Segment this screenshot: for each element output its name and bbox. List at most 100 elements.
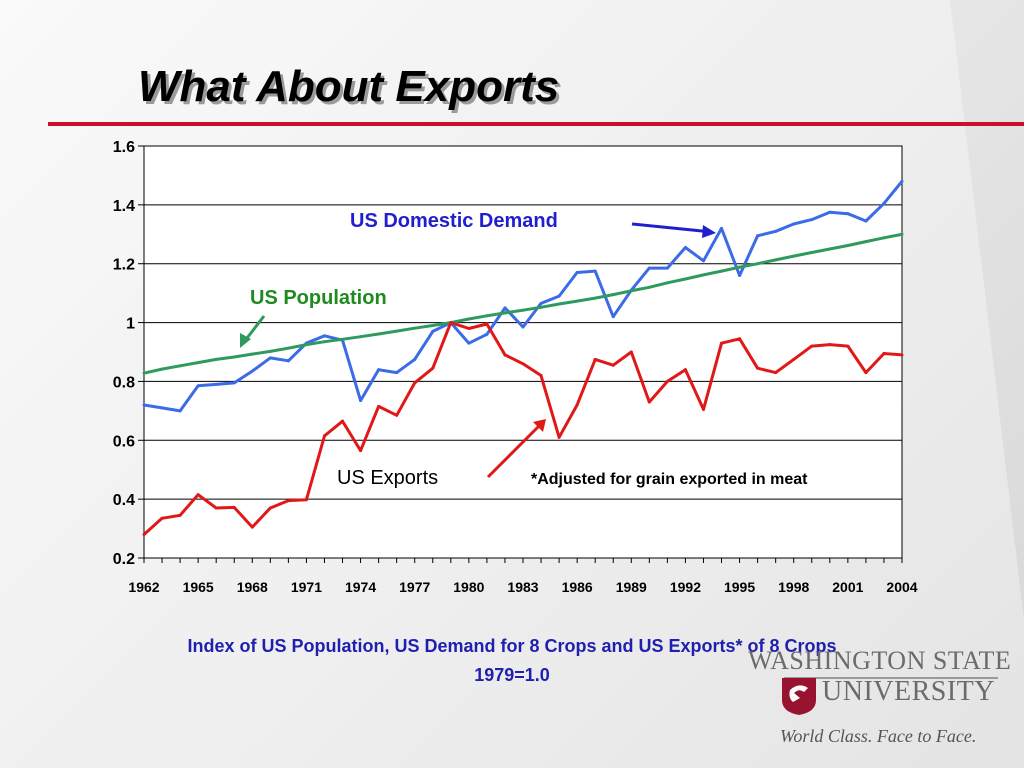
data-point-exports (304, 498, 308, 502)
data-point-exports (593, 357, 597, 361)
data-point-population (160, 367, 164, 371)
data-point-domestic (810, 218, 814, 222)
annotation-exports: US Exports (337, 467, 438, 489)
data-point-exports (611, 363, 615, 367)
data-point-exports (485, 322, 489, 326)
data-point-exports (178, 513, 182, 517)
data-point-exports (341, 419, 345, 423)
data-point-exports (647, 400, 651, 404)
data-point-domestic (756, 234, 760, 238)
data-point-domestic (774, 229, 778, 233)
x-axis-ticks: 1962 1965 1968 1971 1974 1977 1980 1983 1986 1989… (128, 558, 918, 595)
data-point-exports (575, 403, 579, 407)
x-tick-label: 1971 (291, 579, 322, 595)
data-point-domestic (160, 406, 164, 410)
y-tick-label: 0.4 (113, 492, 135, 509)
data-point-domestic (395, 371, 399, 375)
data-point-exports (900, 353, 904, 357)
y-tick-label: 1.2 (113, 257, 135, 274)
y-tick-label: 0.8 (113, 374, 135, 391)
data-point-domestic (250, 369, 254, 373)
x-tick-label: 1968 (237, 579, 268, 595)
data-point-exports (142, 532, 146, 536)
data-point-population (268, 349, 272, 353)
x-tick-label: 1995 (724, 579, 755, 595)
data-point-population (900, 232, 904, 236)
data-point-population (413, 326, 417, 330)
data-point-domestic (738, 273, 742, 277)
data-point-exports (738, 337, 742, 341)
data-point-population (882, 236, 886, 240)
data-point-population (665, 281, 669, 285)
data-point-population (359, 335, 363, 339)
data-point-exports (431, 366, 435, 370)
data-point-exports (467, 326, 471, 330)
data-point-population (557, 302, 561, 306)
logo-university: UNIVERSITY (822, 676, 995, 707)
data-point-population (774, 258, 778, 262)
data-point-population (467, 317, 471, 321)
arrow-domestic (631, 222, 713, 234)
arrowhead-population (240, 333, 251, 348)
data-point-domestic (701, 259, 705, 263)
data-point-domestic (882, 201, 886, 205)
data-point-population (322, 340, 326, 344)
x-tick-label: 1992 (670, 579, 701, 595)
y-tick-label: 1.6 (113, 139, 135, 156)
annotation-domestic: US Domestic Demand (350, 210, 558, 232)
data-point-domestic (431, 329, 435, 333)
cougar-seal-icon (782, 678, 816, 715)
annotation-population: US Population (250, 287, 387, 309)
x-tick-label: 1983 (507, 579, 538, 595)
data-point-population (286, 346, 290, 350)
y-tick-label: 1 (126, 316, 135, 333)
data-point-domestic (359, 399, 363, 403)
title-rule (48, 122, 1024, 126)
data-point-domestic (377, 368, 381, 372)
x-tick-label: 1965 (183, 579, 214, 595)
data-point-population (214, 357, 218, 361)
data-point-domestic (178, 409, 182, 413)
data-point-domestic (521, 325, 525, 329)
data-point-population (683, 277, 687, 281)
data-point-domestic (611, 315, 615, 319)
y-axis-ticks: 0.2 0.4 0.6 0.8 1 1.2 1.4 1.6 (113, 139, 144, 568)
data-point-population (539, 305, 543, 309)
arrow-exports (486, 422, 543, 479)
data-point-population (629, 289, 633, 293)
data-point-domestic (268, 356, 272, 360)
data-point-domestic (286, 359, 290, 363)
data-point-exports (196, 493, 200, 497)
data-point-population (395, 329, 399, 333)
data-point-exports (250, 525, 254, 529)
data-point-domestic (142, 403, 146, 407)
arrowhead-domestic (702, 225, 716, 238)
data-point-domestic (322, 334, 326, 338)
data-point-population (178, 364, 182, 368)
data-point-exports (539, 374, 543, 378)
data-point-exports (720, 341, 724, 345)
data-point-exports (503, 353, 507, 357)
data-point-population (810, 251, 814, 255)
data-point-exports (882, 351, 886, 355)
data-point-domestic (720, 226, 724, 230)
data-point-domestic (575, 271, 579, 275)
series-points-exports (142, 321, 904, 536)
data-point-population (196, 361, 200, 365)
data-point-domestic (232, 381, 236, 385)
data-point-population (701, 273, 705, 277)
data-point-population (250, 352, 254, 356)
chart-caption-line2: 1979=1.0 (474, 665, 550, 685)
data-point-domestic (214, 382, 218, 386)
data-point-exports (557, 435, 561, 439)
data-point-population (756, 262, 760, 266)
data-point-exports (286, 499, 290, 503)
data-point-exports (160, 516, 164, 520)
data-point-domestic (413, 357, 417, 361)
data-point-exports (449, 321, 453, 325)
data-point-exports (846, 344, 850, 348)
gridlines (144, 204, 902, 500)
data-point-population (611, 293, 615, 297)
data-point-population (647, 285, 651, 289)
data-point-domestic (683, 246, 687, 250)
